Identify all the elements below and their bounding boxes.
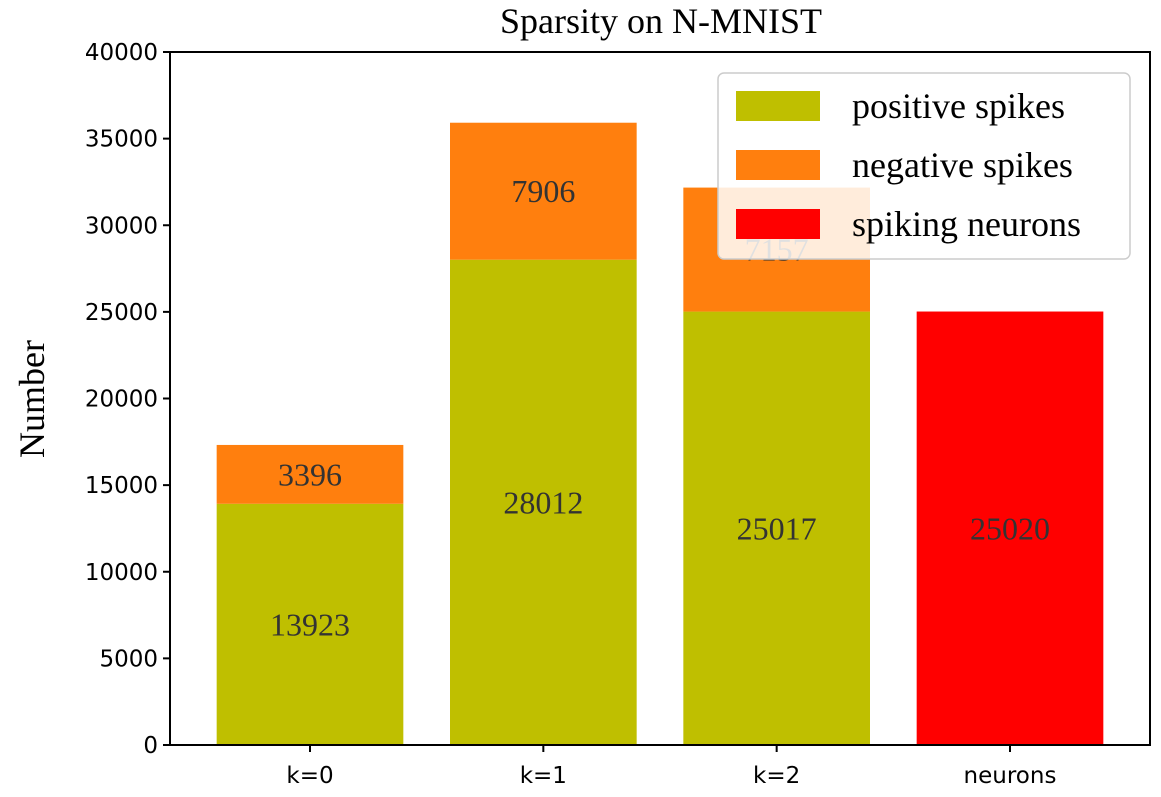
bar-value-label: 13923 [270,606,350,642]
bar-segment [216,503,404,745]
bar-value-label: 25020 [970,510,1050,546]
bar-segment [450,259,637,745]
y-tick-label: 20000 [85,387,158,413]
bar-value-label: 25017 [737,510,817,546]
bar-segment [683,311,870,745]
legend-swatch [736,150,820,180]
legend-swatch [736,209,820,239]
legend-box [717,72,1131,260]
legend-label: negative spikes [852,145,1073,185]
bar-value-label: 3396 [278,456,342,492]
bar-segment [216,444,404,504]
y-tick-label: 0 [143,733,158,759]
legend-swatch [736,91,820,121]
x-tick-label: k=1 [520,763,567,789]
legend-label: spiking neurons [852,204,1081,244]
bar-segment [450,122,637,260]
y-axis-label: Number [12,340,52,458]
bar-segment [916,311,1104,745]
x-tick-label: k=2 [753,763,800,789]
bar-value-label: 7906 [511,173,575,209]
y-tick-label: 10000 [85,560,158,586]
y-tick-label: 15000 [85,473,158,499]
y-tick-label: 5000 [99,646,158,672]
legend: positive spikes negative spikes spiking ne… [717,72,1131,260]
legend-label: positive spikes [852,86,1065,126]
chart-title: Sparsity on N-MNIST [500,1,822,41]
bar-labels-layer: 13923339628012790625017715725020 [270,173,1050,642]
x-tick-label: neurons [964,763,1057,789]
bar-value-label: 28012 [503,484,583,520]
y-axis: 0 5000 10000 15000 20000 25000 30000 35000 40000 [85,40,170,759]
legend-items: positive spikes negative spikes spiking ne… [736,86,1081,244]
y-tick-label: 35000 [85,127,158,153]
y-tick-label: 25000 [85,300,158,326]
y-tick-label: 30000 [85,213,158,239]
x-tick-label: k=0 [286,763,333,789]
y-tick-label: 40000 [85,40,158,66]
x-axis: k=0 k=1 k=2 neurons [286,745,1056,789]
